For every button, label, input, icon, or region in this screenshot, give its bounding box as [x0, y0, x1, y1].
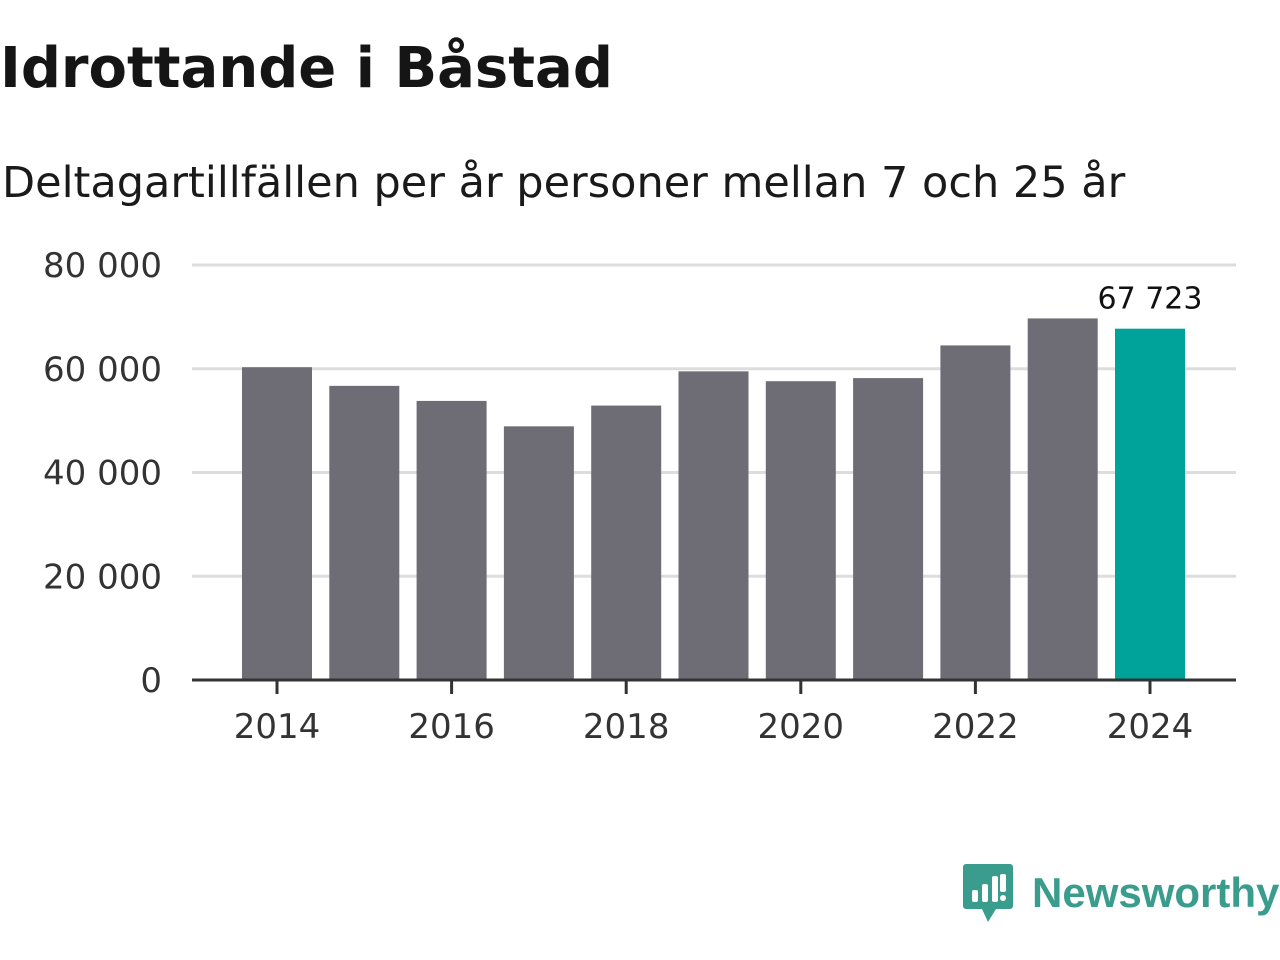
x-tick-label: 2014	[234, 707, 321, 747]
bar-2022	[940, 345, 1011, 680]
bar-2016	[416, 400, 487, 680]
y-tick-label: 60 000	[43, 350, 162, 390]
chart-subtitle: Deltagartillfällen per år personer mella…	[2, 158, 1126, 208]
bar-chart-speech-bubble-icon	[963, 864, 1013, 922]
bar-2017	[503, 426, 574, 680]
y-tick-label: 0	[140, 661, 162, 701]
bar-2023	[1027, 318, 1098, 680]
y-axis-ticks: 0 20 000 40 000 60 000 80 000	[43, 246, 162, 701]
brand-name: Newsworthy	[1032, 869, 1280, 916]
data-labels: 67 723	[1098, 282, 1203, 317]
chart-title: Idrottande i Båstad	[0, 36, 613, 101]
x-axis: 2014 2016 2018 2020 2022 2024	[192, 678, 1236, 747]
y-tick-label: 40 000	[43, 454, 162, 494]
bar-2015	[329, 385, 400, 680]
bar-2020	[765, 381, 836, 680]
x-tick-label: 2016	[408, 707, 495, 747]
bar-2021	[853, 378, 924, 680]
bars	[242, 318, 1185, 680]
x-tick-label: 2022	[932, 707, 1019, 747]
x-tick-label: 2020	[758, 707, 845, 747]
x-tick-label: 2018	[583, 707, 670, 747]
bar-2014	[242, 367, 312, 680]
bar-2019	[678, 371, 749, 680]
bar-2018	[591, 405, 662, 680]
bar-2024	[1115, 328, 1185, 680]
y-tick-label: 20 000	[43, 557, 162, 597]
x-tick-label: 2024	[1107, 707, 1194, 747]
brand-logo: Newsworthy	[962, 862, 1279, 924]
data-label-2024: 67 723	[1098, 282, 1203, 317]
y-tick-label: 80 000	[43, 246, 162, 286]
